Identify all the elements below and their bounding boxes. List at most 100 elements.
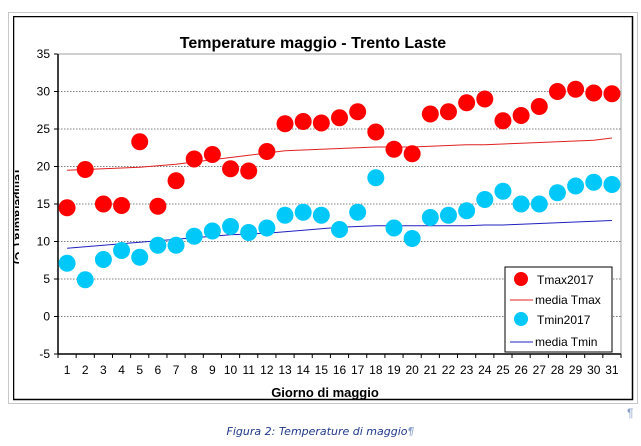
legend-label-tmax: Tmax2017 — [537, 273, 594, 287]
x-tick-label: 1 — [64, 363, 71, 377]
data-point-tmin2017 — [258, 219, 276, 237]
x-tick-label: 9 — [209, 363, 216, 377]
data-point-tmin2017 — [585, 173, 603, 191]
data-point-tmin2017 — [276, 206, 294, 224]
y-tick-label: 10 — [37, 235, 51, 249]
data-point-tmin2017 — [203, 222, 221, 240]
x-tick-label: 11 — [242, 363, 255, 377]
x-tick-label: 8 — [191, 363, 198, 377]
chart-outer-frame — [8, 12, 638, 404]
data-point-tmin2017 — [548, 184, 566, 202]
y-tick-label: -5 — [39, 347, 50, 361]
caption-text: Figura 2: Temperature di maggio — [226, 425, 408, 438]
y-tick-label: 30 — [37, 85, 51, 99]
legend-marker-tmax — [514, 272, 528, 286]
data-point-tmax2017 — [439, 103, 457, 121]
x-tick-label: 28 — [551, 363, 565, 377]
temperature-chart: Temperature maggio - Trento Laste Temper… — [13, 16, 634, 401]
y-tick-label: 20 — [37, 160, 51, 174]
x-tick-label: 3 — [100, 363, 107, 377]
pilcrow-mark: ¶ — [627, 406, 634, 420]
data-point-tmax2017 — [603, 85, 621, 103]
x-tick-label: 16 — [333, 363, 347, 377]
legend-label-tmin: Tmin2017 — [537, 313, 591, 327]
data-point-tmin2017 — [167, 236, 185, 254]
data-point-tmin2017 — [458, 202, 476, 220]
x-tick-label: 20 — [405, 363, 419, 377]
x-tick-label: 30 — [587, 363, 601, 377]
chart-title: Temperature maggio - Trento Laste — [180, 35, 447, 52]
data-point-tmax2017 — [512, 107, 530, 124]
data-point-tmin2017 — [76, 271, 94, 289]
x-tick-label: 6 — [155, 363, 162, 377]
data-point-tmin2017 — [240, 224, 258, 241]
caption-pilcrow: ¶ — [407, 425, 415, 438]
data-point-tmax2017 — [113, 197, 131, 214]
data-point-tmin2017 — [494, 182, 512, 200]
data-point-tmin2017 — [367, 169, 385, 187]
data-point-tmax2017 — [585, 84, 603, 102]
data-point-tmin2017 — [331, 221, 348, 238]
x-tick-label: 22 — [442, 363, 456, 377]
data-point-tmax2017 — [258, 143, 276, 160]
data-point-tmin2017 — [349, 203, 367, 221]
data-point-tmin2017 — [603, 176, 621, 193]
data-point-tmax2017 — [94, 195, 112, 213]
data-point-tmax2017 — [548, 83, 566, 100]
x-tick-label: 27 — [533, 363, 547, 377]
data-point-tmax2017 — [276, 115, 294, 133]
data-point-tmax2017 — [349, 103, 367, 121]
figure-caption: Figura 2: Temperature di maggio¶ — [0, 425, 641, 438]
data-point-tmax2017 — [530, 98, 548, 115]
data-point-tmax2017 — [131, 133, 149, 151]
data-point-tmax2017 — [385, 140, 403, 158]
data-point-tmin2017 — [512, 195, 530, 213]
data-point-tmax2017 — [367, 123, 385, 141]
data-point-tmin2017 — [58, 254, 76, 272]
data-point-tmax2017 — [331, 109, 348, 127]
data-point-tmax2017 — [149, 197, 167, 215]
data-point-tmin2017 — [149, 236, 167, 254]
data-point-tmax2017 — [222, 160, 240, 178]
x-tick-label: 24 — [478, 363, 492, 377]
y-axis-label: Temperatura (°C) — [13, 168, 26, 265]
data-point-tmin2017 — [439, 206, 457, 224]
y-tick-label: 15 — [37, 197, 51, 211]
data-point-tmax2017 — [421, 105, 439, 123]
data-point-tmin2017 — [403, 230, 421, 247]
x-tick-label: 18 — [369, 363, 383, 377]
x-tick-label: 7 — [173, 363, 180, 377]
data-point-tmin2017 — [222, 218, 240, 235]
x-tick-label: 29 — [569, 363, 583, 377]
legend-label-media-tmin: media Tmin — [535, 335, 597, 349]
data-point-tmax2017 — [203, 146, 221, 163]
legend-marker-tmin — [514, 312, 528, 326]
data-point-tmin2017 — [185, 227, 203, 245]
series-line-media-tmax — [67, 137, 612, 171]
data-point-tmax2017 — [494, 112, 512, 130]
data-point-tmin2017 — [94, 251, 112, 268]
data-point-tmin2017 — [131, 248, 149, 266]
data-point-tmin2017 — [421, 209, 439, 226]
data-point-tmax2017 — [476, 90, 494, 108]
data-point-tmax2017 — [403, 145, 421, 163]
data-point-tmax2017 — [76, 161, 94, 178]
x-tick-label: 5 — [136, 363, 143, 377]
x-tick-label: 13 — [278, 363, 292, 377]
x-tick-label: 25 — [496, 363, 510, 377]
data-point-tmax2017 — [167, 172, 185, 190]
data-point-tmin2017 — [385, 219, 403, 237]
data-point-tmin2017 — [567, 177, 585, 195]
data-point-tmax2017 — [567, 80, 585, 98]
x-tick-label: 23 — [460, 363, 474, 377]
x-tick-label: 2 — [82, 363, 89, 377]
y-tick-label: 5 — [43, 272, 50, 286]
x-tick-label: 26 — [514, 363, 528, 377]
x-tick-label: 17 — [351, 363, 365, 377]
data-point-tmin2017 — [113, 242, 131, 259]
x-tick-label: 14 — [296, 363, 310, 377]
data-point-tmin2017 — [476, 191, 494, 208]
y-tick-label: 35 — [37, 47, 51, 61]
data-point-tmin2017 — [294, 203, 312, 221]
legend-label-media-tmax: media Tmax — [535, 293, 601, 307]
